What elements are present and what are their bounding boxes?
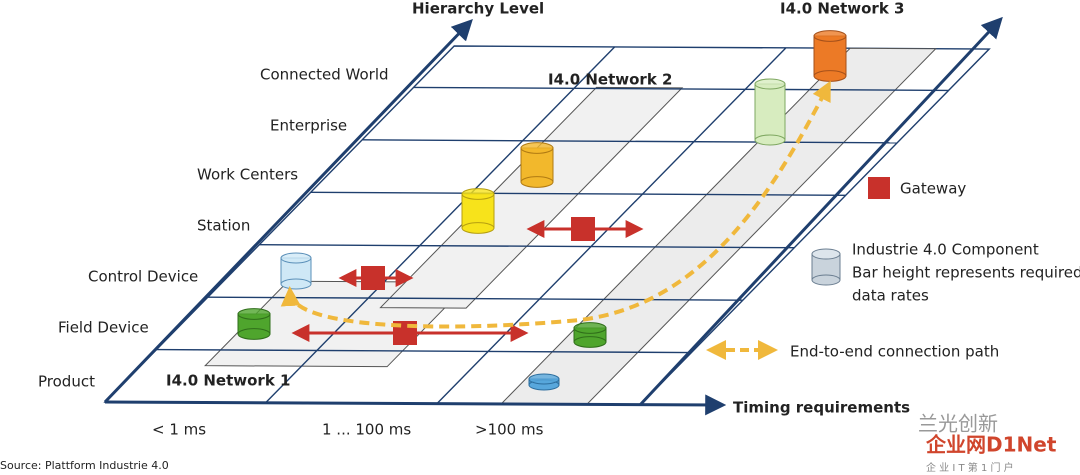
legend-label: End-to-end connection path [790,343,999,361]
legend-component-icon [811,248,841,286]
component [237,308,271,340]
level-label: Enterprise [270,117,347,135]
legend-label: Bar height represents required [852,264,1080,282]
level-label: Control Device [88,268,198,286]
level-label: Connected World [260,66,389,84]
level-label: Work Centers [197,166,298,184]
watermark: 企 业 I T 第 1 门 户 [926,461,1014,474]
component-top [813,30,847,42]
component-base [237,328,271,340]
timing-label: 1 ... 100 ms [322,421,411,439]
legend-label: data rates [852,287,929,305]
component [813,30,847,82]
network-label: I4.0 Network 3 [780,0,904,18]
timing-label: >100 ms [475,421,544,439]
axis-label: Timing requirements [733,399,910,417]
component [528,373,560,391]
component-base [573,336,607,348]
component-top [461,188,495,200]
source: Source: Plattform Industrie 4.0 [0,459,169,472]
legend-gateway-icon [868,177,890,199]
component-top [280,252,312,264]
gateway [571,217,595,241]
grid-line [156,348,692,354]
component-top [528,373,560,385]
gateway [361,266,385,290]
component-top [573,322,607,334]
component [280,252,312,290]
timing-label: < 1 ms [152,421,206,439]
connection-path [280,80,831,329]
component [754,78,786,146]
component [573,322,607,348]
component-base [520,176,554,188]
component-base [754,134,786,146]
component-top [520,142,554,154]
legend-label: Industrie 4.0 Component [852,241,1039,259]
component-base [461,222,495,234]
axis-label: Hierarchy Level [412,0,544,18]
component-body [813,35,847,77]
network-label: I4.0 Network 1 [166,372,290,390]
component-base [813,70,847,82]
component-base [280,278,312,290]
component-body [754,83,786,141]
component [461,188,495,234]
watermark: 企业网D1Net [925,433,1057,457]
component-top [237,308,271,320]
level-label: Product [38,373,95,391]
component [520,142,554,188]
level-label: Station [197,217,250,235]
plane [103,16,1003,416]
legend-label: Gateway [900,180,966,198]
watermark: 兰光创新 [918,412,998,436]
network-label: I4.0 Network 2 [548,71,672,89]
axis [104,394,727,416]
level-label: Field Device [58,319,149,337]
component-top [754,78,786,90]
